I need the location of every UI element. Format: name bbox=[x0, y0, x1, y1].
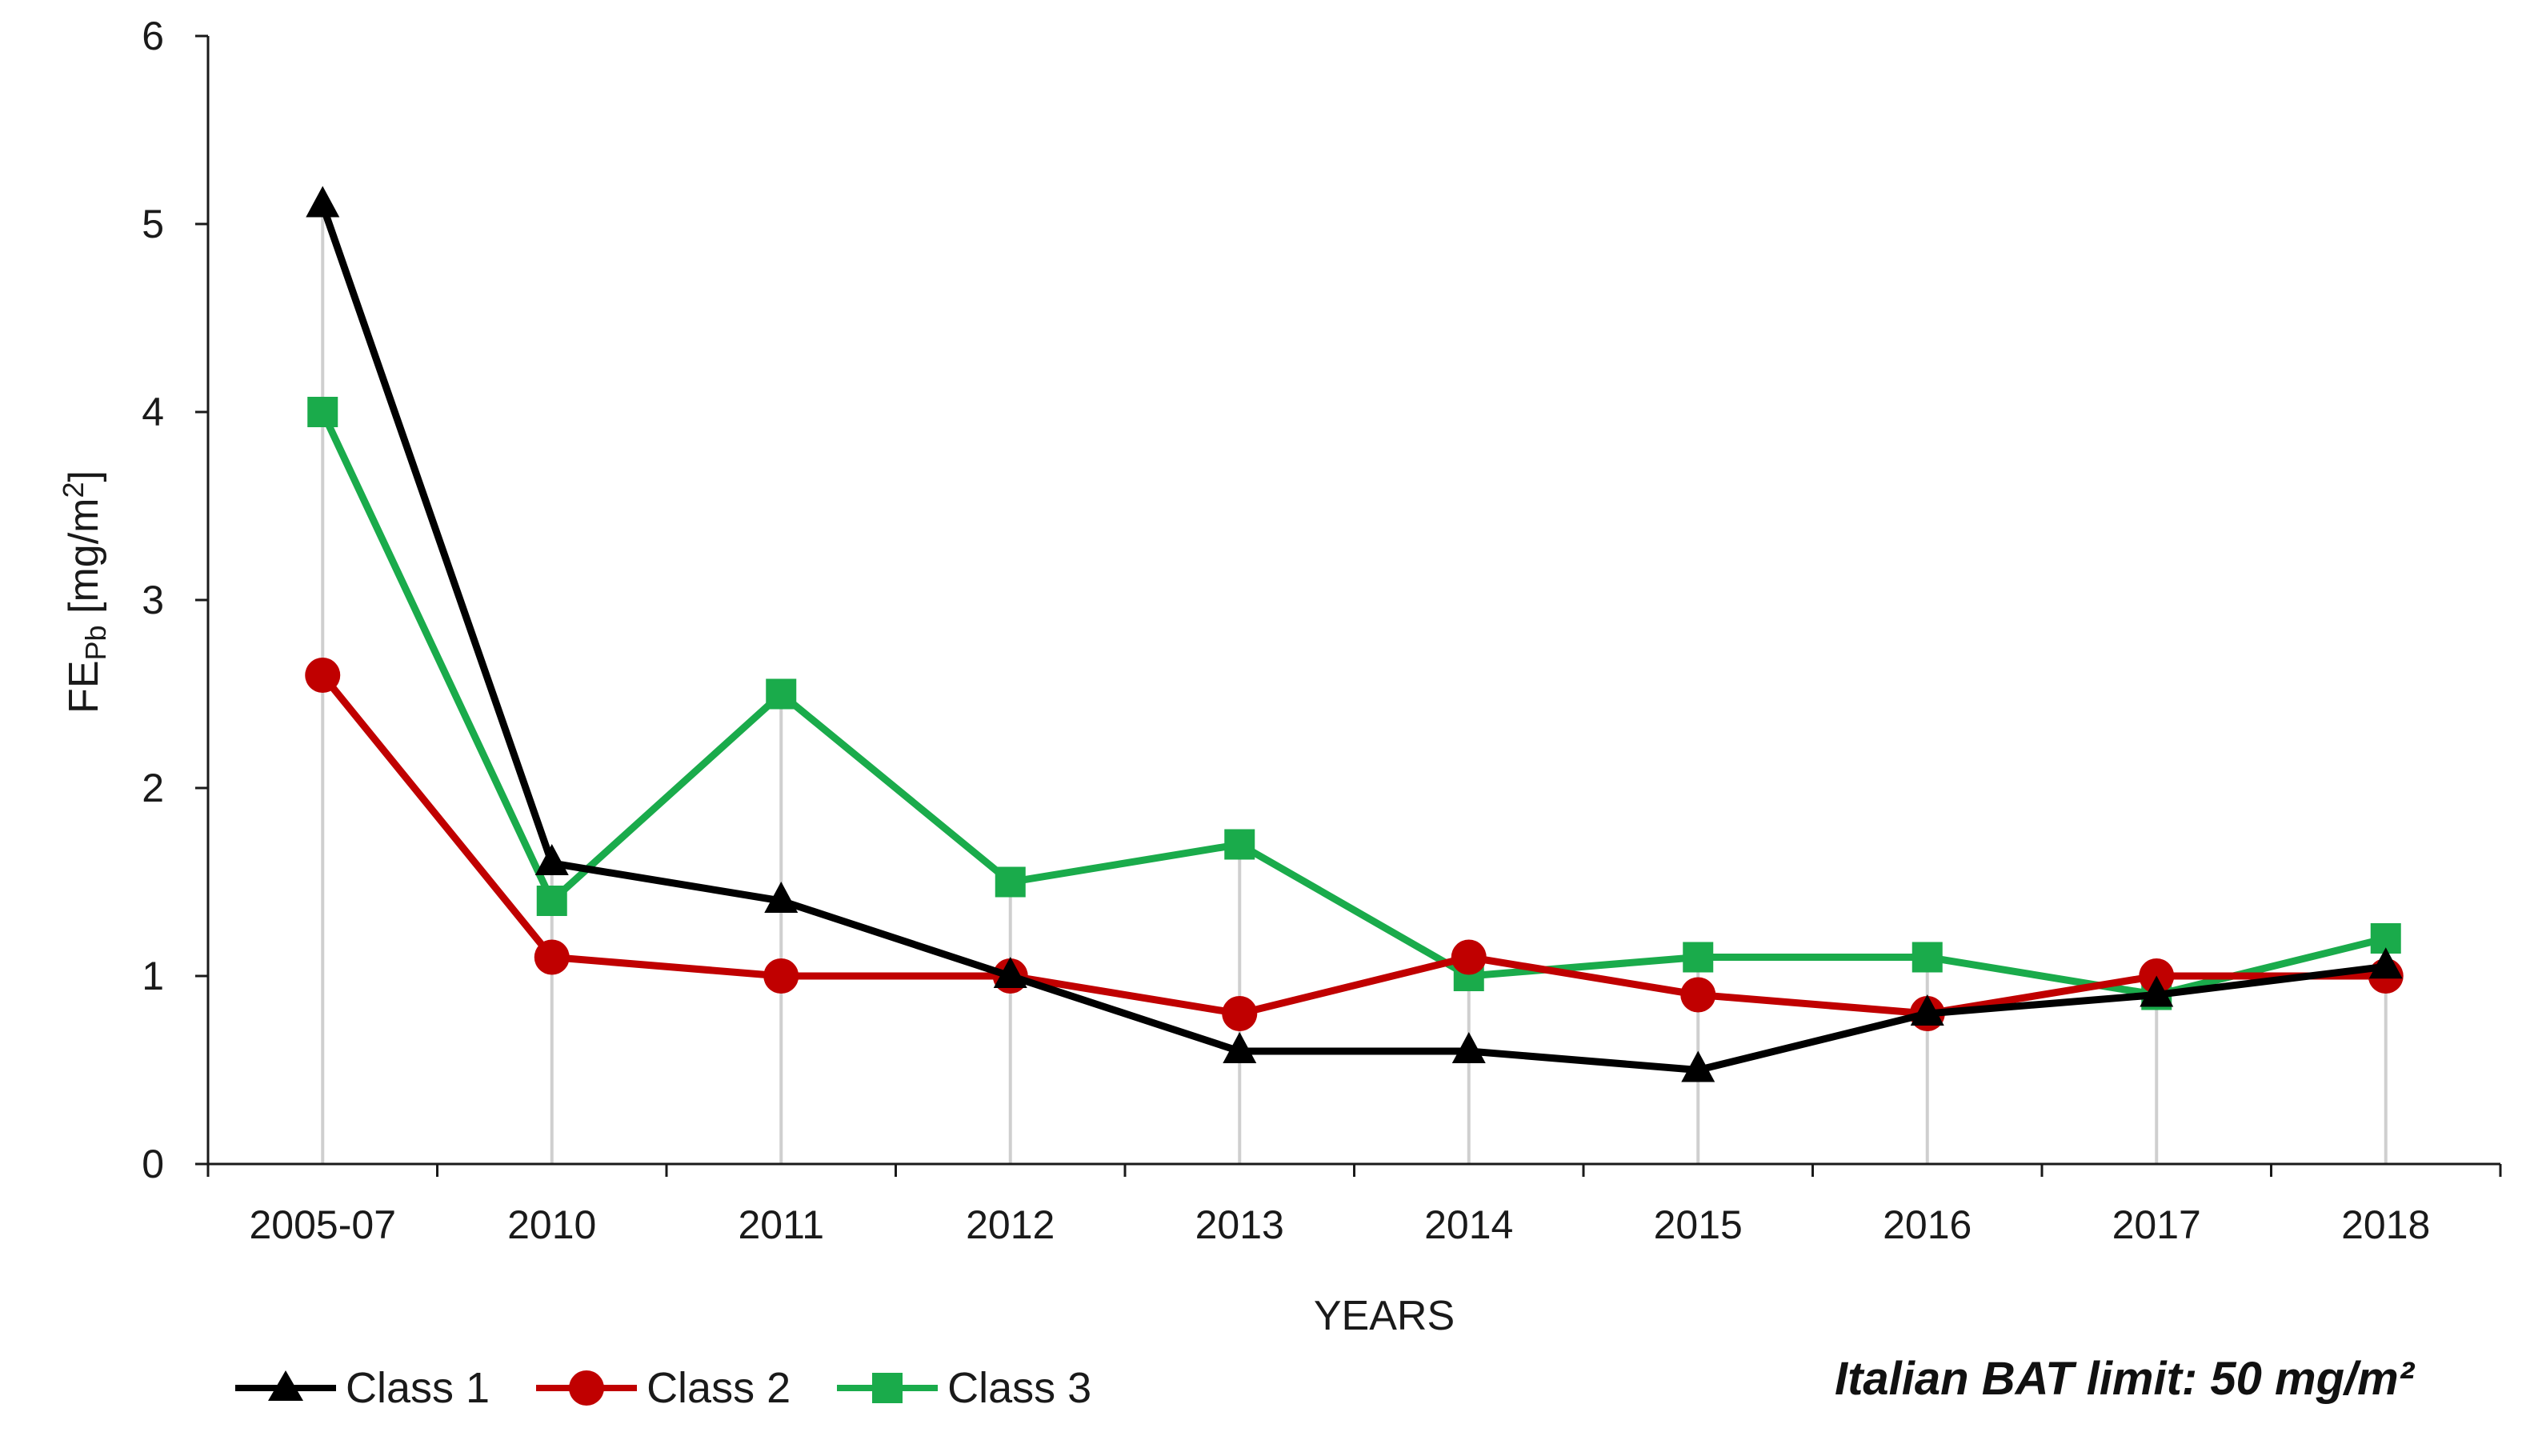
y-axis-title: FEPb [mg/m2] bbox=[57, 470, 112, 714]
tick-labels: 0 1 2 3 4 5 6 2005-07 2010 2011 2012 2013 2014 2015 20… bbox=[142, 14, 2430, 1247]
x-tick-label-2010: 2010 bbox=[507, 1202, 596, 1247]
point-class-3-2011 bbox=[766, 678, 797, 710]
x-tick-label-2017: 2017 bbox=[2112, 1202, 2201, 1247]
legend-label-class-2: Class 2 bbox=[647, 1364, 791, 1412]
legend-swatch-class-1 bbox=[235, 1370, 336, 1401]
legend-label-class-1: Class 1 bbox=[346, 1364, 490, 1412]
x-tick-label-2014: 2014 bbox=[1424, 1202, 1513, 1247]
point-class-3-2016 bbox=[1912, 942, 1943, 973]
legend-label-class-3: Class 3 bbox=[947, 1364, 1092, 1412]
series-layer bbox=[305, 186, 2404, 1082]
x-tick-label-2005-07: 2005-07 bbox=[250, 1202, 397, 1247]
x-tick-label-2016: 2016 bbox=[1883, 1202, 1972, 1247]
y-tick-label-6: 6 bbox=[142, 14, 164, 58]
y-axis-title-superscript: 2 bbox=[57, 482, 90, 498]
series-line-class-2 bbox=[319, 673, 2386, 1018]
x-tick-label-2011: 2011 bbox=[738, 1202, 824, 1247]
point-class-2-2014 bbox=[1451, 939, 1487, 975]
legend-swatch-class-2 bbox=[536, 1370, 638, 1406]
point-class-2-2015 bbox=[1680, 977, 1716, 1013]
point-class-2-2013 bbox=[1222, 996, 1258, 1031]
bat-limit-annotation: Italian BAT limit: 50 mg/m² bbox=[1834, 1353, 2414, 1405]
legend-item-class-1: Class 1 bbox=[234, 1363, 490, 1413]
x-tick-label-2012: 2012 bbox=[966, 1202, 1055, 1247]
axes bbox=[195, 34, 2502, 1177]
point-class-3-2012 bbox=[995, 866, 1026, 898]
series-class-2 bbox=[305, 658, 2404, 1031]
x-tick-label-2015: 2015 bbox=[1654, 1202, 1743, 1247]
point-class-1-2013 bbox=[1223, 1032, 1257, 1063]
point-class-1-2017 bbox=[2140, 975, 2174, 1007]
x-axis-title: YEARS bbox=[1314, 1293, 1455, 1339]
series-line-class-3 bbox=[319, 410, 2387, 998]
point-class-1-2014 bbox=[1451, 1032, 1486, 1063]
point-class-2-2011 bbox=[763, 958, 799, 994]
point-class-1-2011 bbox=[764, 882, 799, 913]
point-class-1-2016 bbox=[1910, 994, 1944, 1026]
y-tick-label-2: 2 bbox=[142, 766, 164, 810]
y-axis-title-main: FE bbox=[61, 660, 107, 713]
series-line-class-1 bbox=[319, 204, 2387, 1074]
point-class-1-2015 bbox=[1681, 1050, 1715, 1082]
x-tick-label-2013: 2013 bbox=[1195, 1202, 1284, 1247]
point-class-3-2015 bbox=[1683, 942, 1714, 973]
y-axis-title-bracket: ] bbox=[61, 470, 107, 482]
drop-lines bbox=[321, 205, 2388, 1164]
point-class-2-2005-07 bbox=[305, 658, 341, 693]
point-class-3-2013 bbox=[1224, 829, 1255, 860]
x-tick-label-2018: 2018 bbox=[2341, 1202, 2430, 1247]
y-tick-label-1: 1 bbox=[142, 954, 164, 998]
series-class-1 bbox=[306, 186, 2403, 1082]
point-class-3-2010 bbox=[536, 886, 567, 916]
y-tick-label-3: 3 bbox=[142, 578, 164, 622]
legend-swatch-class-3 bbox=[837, 1373, 939, 1403]
point-class-1-2018 bbox=[2368, 947, 2403, 979]
y-tick-label-0: 0 bbox=[142, 1142, 164, 1186]
y-tick-label-5: 5 bbox=[142, 202, 164, 246]
point-class-3-2005-07 bbox=[307, 397, 338, 427]
point-class-1-2012 bbox=[993, 957, 1027, 988]
y-axis-title-subscript: Pb bbox=[79, 625, 112, 660]
legend-item-class-3: Class 3 bbox=[835, 1363, 1091, 1413]
legend-item-class-2: Class 2 bbox=[534, 1363, 791, 1413]
legend: Class 1 Class 2 Class 3 bbox=[234, 1360, 1091, 1416]
point-class-1-2010 bbox=[534, 844, 569, 875]
point-class-2-2010 bbox=[534, 939, 570, 975]
point-class-1-2005-07 bbox=[306, 186, 340, 218]
y-axis-title-unit: [mg/m bbox=[61, 498, 107, 626]
y-tick-label-4: 4 bbox=[142, 390, 164, 434]
series-class-3 bbox=[307, 397, 2401, 1010]
